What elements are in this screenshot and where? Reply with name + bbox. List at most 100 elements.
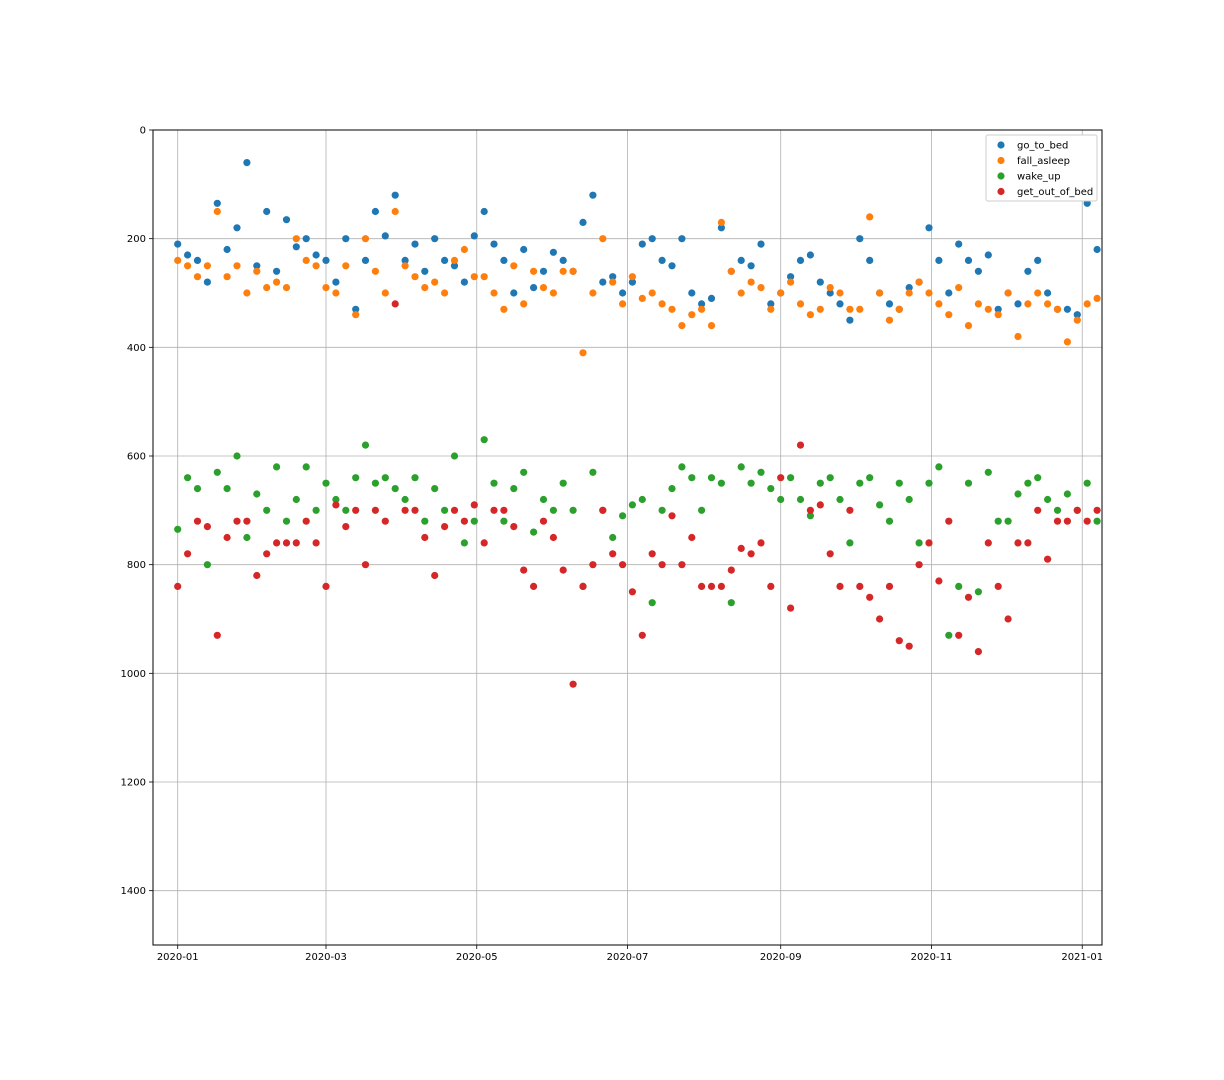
point-fall-asleep (1073, 316, 1081, 324)
point-go-to-bed (193, 256, 202, 264)
point-fall-asleep (698, 305, 706, 313)
point-get-out-of-bed (915, 561, 923, 569)
point-fall-asleep (945, 311, 953, 319)
point-get-out-of-bed (1044, 555, 1052, 563)
y-tick-label: 1000 (121, 669, 146, 680)
point-get-out-of-bed (579, 582, 587, 591)
point-wake-up (638, 495, 646, 504)
point-get-out-of-bed (352, 506, 360, 514)
point-wake-up (174, 525, 182, 533)
point-get-out-of-bed (599, 506, 607, 514)
point-fall-asleep (174, 256, 182, 264)
x-tick-label: 2020-01 (157, 952, 199, 963)
point-fall-asleep (955, 284, 963, 292)
point-wake-up (431, 485, 439, 493)
x-tick-label: 2020-05 (456, 952, 498, 963)
point-fall-asleep (816, 305, 824, 313)
point-get-out-of-bed (1004, 615, 1012, 623)
point-go-to-bed (984, 251, 992, 259)
point-wake-up (955, 582, 963, 591)
point-wake-up (470, 517, 478, 525)
point-fall-asleep (806, 311, 815, 319)
point-fall-asleep (322, 284, 330, 292)
point-wake-up (747, 479, 755, 487)
point-fall-asleep (974, 300, 983, 308)
point-go-to-bed (273, 267, 281, 275)
point-go-to-bed (490, 240, 498, 248)
point-get-out-of-bed (727, 566, 735, 574)
point-wake-up (292, 495, 300, 504)
point-go-to-bed (688, 289, 696, 297)
point-go-to-bed (500, 256, 508, 264)
point-go-to-bed (510, 289, 518, 297)
point-wake-up (698, 506, 706, 514)
point-get-out-of-bed (866, 593, 874, 601)
point-get-out-of-bed (539, 517, 548, 525)
point-go-to-bed (619, 289, 627, 297)
point-wake-up (678, 463, 686, 471)
point-fall-asleep (1093, 294, 1101, 302)
point-fall-asleep (530, 267, 538, 275)
point-fall-asleep (1004, 289, 1012, 297)
point-fall-asleep (332, 289, 340, 297)
point-wake-up (757, 468, 765, 476)
point-go-to-bed (401, 256, 409, 264)
point-wake-up (905, 495, 913, 504)
point-get-out-of-bed (945, 517, 953, 525)
point-go-to-bed (707, 294, 716, 302)
point-wake-up (233, 452, 241, 460)
point-go-to-bed (767, 300, 775, 308)
legend-marker-fall-asleep (997, 156, 1005, 165)
point-fall-asleep (450, 256, 459, 264)
point-go-to-bed (945, 289, 953, 297)
point-get-out-of-bed (490, 506, 498, 514)
point-fall-asleep (352, 311, 360, 319)
point-get-out-of-bed (757, 539, 765, 547)
point-fall-asleep (520, 300, 528, 308)
point-go-to-bed (1044, 289, 1052, 297)
point-get-out-of-bed (984, 539, 992, 547)
point-get-out-of-bed (302, 517, 310, 525)
point-wake-up (964, 479, 973, 487)
point-get-out-of-bed (806, 506, 815, 514)
point-fall-asleep (312, 262, 320, 270)
point-wake-up (1063, 490, 1071, 498)
point-wake-up (559, 479, 567, 487)
point-fall-asleep (1044, 300, 1052, 308)
point-go-to-bed (885, 300, 894, 308)
legend-marker-go-to-bed (997, 141, 1005, 149)
point-fall-asleep (787, 278, 795, 286)
point-fall-asleep (1083, 300, 1091, 308)
point-wake-up (302, 463, 310, 471)
legend-marker-get-out-of-bed (997, 187, 1005, 196)
point-get-out-of-bed (787, 604, 795, 612)
point-fall-asleep (510, 262, 518, 270)
point-go-to-bed (233, 224, 241, 232)
point-wake-up (826, 474, 834, 482)
point-go-to-bed (203, 278, 211, 286)
point-fall-asleep (480, 273, 488, 281)
point-wake-up (777, 495, 785, 504)
point-go-to-bed (905, 284, 913, 292)
point-go-to-bed (470, 232, 478, 240)
point-fall-asleep (549, 289, 558, 297)
point-fall-asleep (193, 273, 202, 281)
point-get-out-of-bed (589, 561, 597, 569)
point-get-out-of-bed (549, 533, 558, 542)
point-get-out-of-bed (826, 550, 834, 558)
point-wake-up (460, 539, 468, 547)
point-wake-up (223, 485, 231, 493)
point-wake-up (500, 517, 508, 525)
point-fall-asleep (876, 289, 884, 297)
point-wake-up (490, 479, 498, 487)
legend-marker-wake-up (997, 172, 1005, 180)
point-wake-up (549, 506, 558, 514)
point-get-out-of-bed (371, 506, 379, 514)
point-fall-asleep (747, 278, 755, 286)
point-get-out-of-bed (273, 539, 281, 547)
point-fall-asleep (609, 278, 617, 286)
point-wake-up (816, 479, 824, 487)
point-wake-up (1093, 517, 1101, 525)
point-fall-asleep (826, 284, 834, 292)
point-get-out-of-bed (1024, 539, 1032, 547)
